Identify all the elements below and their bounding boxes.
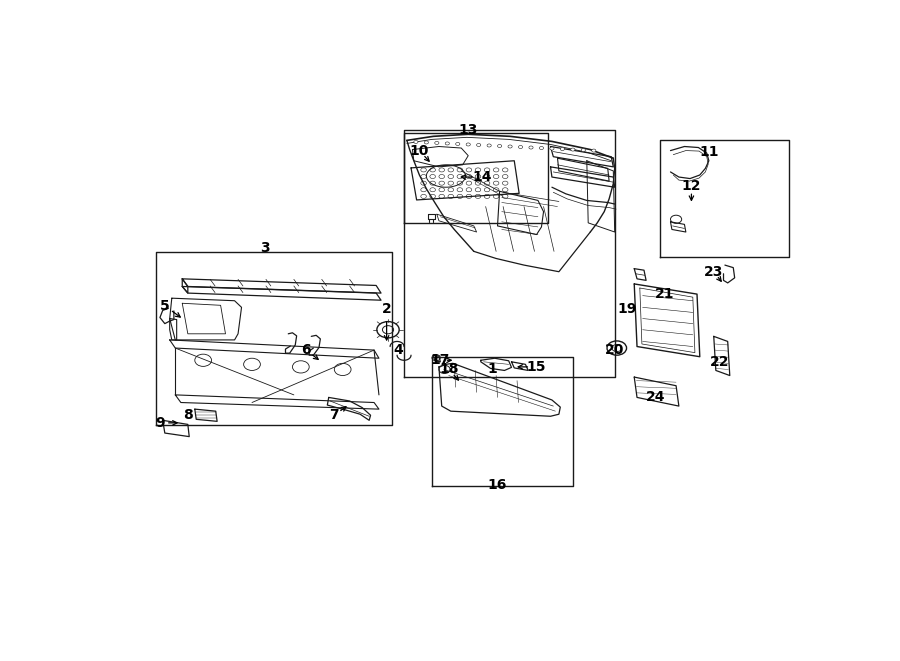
Text: 24: 24 (645, 391, 665, 405)
Text: 6: 6 (302, 343, 311, 357)
Circle shape (561, 147, 564, 151)
Text: 18: 18 (439, 362, 458, 376)
Text: 3: 3 (260, 241, 269, 255)
Circle shape (477, 143, 481, 147)
Text: 15: 15 (526, 360, 546, 374)
Text: 8: 8 (183, 408, 193, 422)
Circle shape (581, 149, 585, 151)
Circle shape (455, 142, 460, 145)
Text: 7: 7 (329, 408, 339, 422)
Text: 19: 19 (617, 302, 637, 317)
Text: 12: 12 (681, 179, 701, 193)
Text: 17: 17 (430, 353, 450, 368)
Circle shape (571, 148, 575, 151)
Circle shape (591, 149, 596, 152)
Text: 20: 20 (605, 343, 625, 357)
Circle shape (414, 140, 418, 143)
Text: 13: 13 (458, 123, 478, 137)
Text: 11: 11 (699, 145, 718, 159)
Text: 21: 21 (655, 287, 675, 301)
Circle shape (487, 144, 491, 147)
Circle shape (518, 145, 523, 149)
Circle shape (539, 147, 544, 149)
Text: 14: 14 (472, 170, 492, 184)
Text: 10: 10 (410, 143, 429, 157)
Circle shape (529, 146, 533, 149)
Text: 5: 5 (160, 299, 170, 313)
Text: 4: 4 (393, 343, 403, 357)
Text: 1: 1 (488, 362, 498, 376)
Text: 16: 16 (488, 478, 508, 492)
Circle shape (508, 145, 512, 148)
Text: 9: 9 (155, 416, 165, 430)
Text: 22: 22 (709, 355, 729, 369)
Text: 23: 23 (704, 264, 724, 279)
Circle shape (435, 141, 439, 145)
Circle shape (424, 141, 428, 144)
Circle shape (446, 142, 449, 145)
Circle shape (498, 145, 501, 147)
Circle shape (550, 147, 554, 150)
Text: 2: 2 (382, 302, 392, 317)
Circle shape (466, 143, 471, 146)
